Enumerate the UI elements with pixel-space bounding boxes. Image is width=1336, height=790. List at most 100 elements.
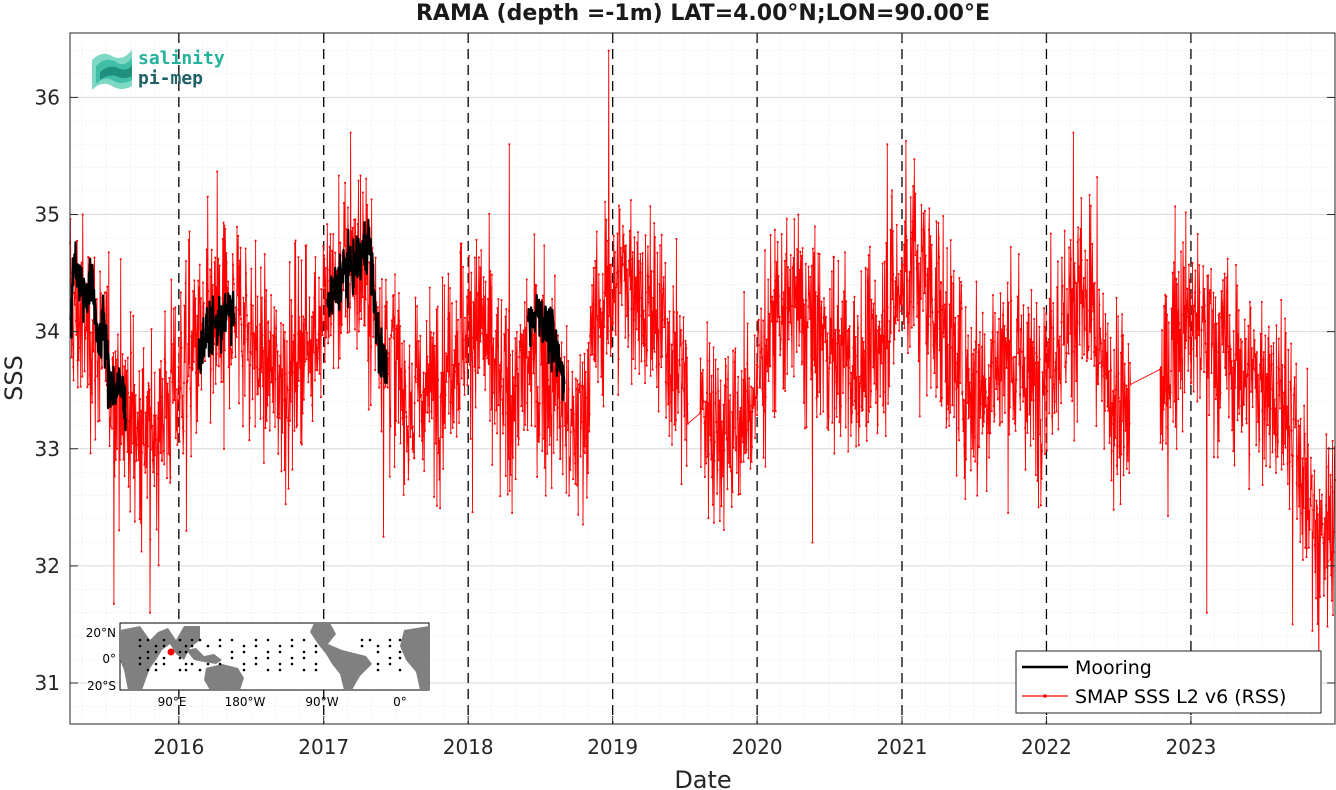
logo-line-1: salinity bbox=[138, 48, 225, 69]
salinity-pi-mep-logo: salinity pi-mep bbox=[92, 48, 225, 90]
y-tick-label: 35 bbox=[35, 203, 60, 227]
mooring-dot bbox=[146, 656, 150, 660]
mooring-dot bbox=[154, 650, 158, 654]
mooring-dot bbox=[398, 650, 402, 654]
mooring-dot bbox=[190, 644, 194, 648]
mooring-dot bbox=[162, 644, 166, 648]
mooring-dot bbox=[314, 644, 318, 648]
mooring-dot bbox=[302, 668, 306, 672]
mooring-dot bbox=[254, 656, 258, 660]
mooring-dot bbox=[184, 644, 188, 648]
mooring-dot bbox=[138, 638, 142, 642]
mooring-dot bbox=[198, 668, 202, 672]
mooring-dot bbox=[376, 644, 380, 648]
mooring-dot bbox=[242, 668, 246, 672]
mooring-dot bbox=[398, 656, 402, 660]
mooring-dot bbox=[154, 668, 158, 672]
x-tick-label: 2023 bbox=[1165, 735, 1216, 759]
mooring-dot bbox=[184, 650, 188, 654]
map-land-indonesia bbox=[186, 648, 222, 664]
mooring-dot bbox=[266, 668, 270, 672]
mooring-dot bbox=[278, 662, 282, 666]
mooring-dot bbox=[184, 662, 188, 666]
x-tick-label: 2021 bbox=[877, 735, 928, 759]
y-axis-label: SSS bbox=[0, 355, 28, 401]
mooring-dot bbox=[154, 644, 158, 648]
chart-title: RAMA (depth =-1m) LAT=4.00°N;LON=90.00°E bbox=[416, 1, 990, 26]
mooring-dot bbox=[314, 650, 318, 654]
x-tick-label: 2018 bbox=[443, 735, 494, 759]
x-tick-label: 2020 bbox=[732, 735, 783, 759]
mooring-dot bbox=[206, 644, 210, 648]
mooring-dot bbox=[190, 662, 194, 666]
inset-lon-label: 90°E bbox=[158, 695, 187, 709]
mooring-line bbox=[197, 290, 236, 375]
plot-frame bbox=[69, 32, 1336, 725]
mooring-dot bbox=[190, 638, 194, 642]
mooring-dot bbox=[218, 662, 222, 666]
mooring-dot bbox=[278, 644, 282, 648]
x-tick-label: 2022 bbox=[1021, 735, 1072, 759]
mooring-dot bbox=[388, 656, 392, 660]
inset-lon-label: 180°W bbox=[225, 695, 266, 709]
map-land-america bbox=[310, 623, 372, 690]
logo-waves-icon bbox=[92, 50, 132, 90]
mooring-dot bbox=[146, 650, 150, 654]
legend: Mooring SMAP SSS L2 v6 (RSS) bbox=[1015, 650, 1322, 714]
mooring-dot bbox=[138, 662, 142, 666]
mooring-dot bbox=[146, 668, 150, 672]
mooring-dot bbox=[138, 644, 142, 648]
mooring-dot bbox=[178, 650, 182, 654]
mooring-dot bbox=[178, 638, 182, 642]
inset-lon-label: 90°W bbox=[305, 695, 338, 709]
y-axis-ticks: 31 32 33 34 35 36 bbox=[35, 85, 1335, 695]
mooring-dot bbox=[302, 650, 306, 654]
mooring-dot bbox=[266, 638, 270, 642]
mooring-dot bbox=[242, 650, 246, 654]
mooring-dot bbox=[218, 638, 222, 642]
mooring-dot bbox=[398, 638, 402, 642]
mooring-dot bbox=[266, 650, 270, 654]
mooring-dot bbox=[278, 650, 282, 654]
mooring-dot bbox=[398, 668, 402, 672]
mooring-dot bbox=[178, 656, 182, 660]
mooring-dot bbox=[162, 656, 166, 660]
mooring-dot bbox=[254, 638, 258, 642]
mooring-dot bbox=[376, 662, 380, 666]
mooring-dot bbox=[254, 644, 258, 648]
y-tick-label: 31 bbox=[35, 671, 60, 695]
inset-map: 20°N 0° 20°S 90°E 180°W 90°W 0° bbox=[86, 622, 430, 709]
x-tick-label: 2017 bbox=[298, 735, 349, 759]
legend-label-mooring: Mooring bbox=[1075, 657, 1152, 679]
mooring-dot bbox=[242, 644, 246, 648]
map-land-australia bbox=[204, 664, 244, 690]
mooring-dot bbox=[360, 638, 364, 642]
y-tick-label: 34 bbox=[35, 320, 60, 344]
mooring-dot bbox=[360, 644, 364, 648]
mooring-dot bbox=[230, 656, 234, 660]
x-axis-label: Date bbox=[674, 766, 731, 790]
map-land-africa-asia bbox=[120, 626, 200, 690]
x-tick-label: 2019 bbox=[587, 735, 638, 759]
mooring-dot bbox=[178, 668, 182, 672]
mooring-dot bbox=[162, 638, 166, 642]
mooring-line bbox=[326, 218, 388, 385]
logo-line-2: pi-mep bbox=[138, 68, 203, 89]
mooring-series bbox=[69, 218, 566, 432]
mooring-dot bbox=[230, 650, 234, 654]
mooring-dot bbox=[254, 662, 258, 666]
legend-swatch-smap-marker bbox=[1043, 694, 1047, 698]
mooring-dot bbox=[230, 638, 234, 642]
x-tick-label: 2016 bbox=[153, 735, 204, 759]
mooring-dot bbox=[376, 668, 380, 672]
inset-lat-label: 20°N bbox=[86, 626, 116, 640]
y-tick-label: 32 bbox=[35, 554, 60, 578]
mooring-dot bbox=[154, 662, 158, 666]
inset-lon-label: 0° bbox=[393, 695, 407, 709]
mooring-dot bbox=[302, 656, 306, 660]
inset-lat-label: 0° bbox=[102, 652, 116, 666]
y-tick-label: 36 bbox=[35, 85, 60, 109]
selected-mooring-marker bbox=[167, 648, 175, 656]
mooring-dot bbox=[290, 638, 294, 642]
